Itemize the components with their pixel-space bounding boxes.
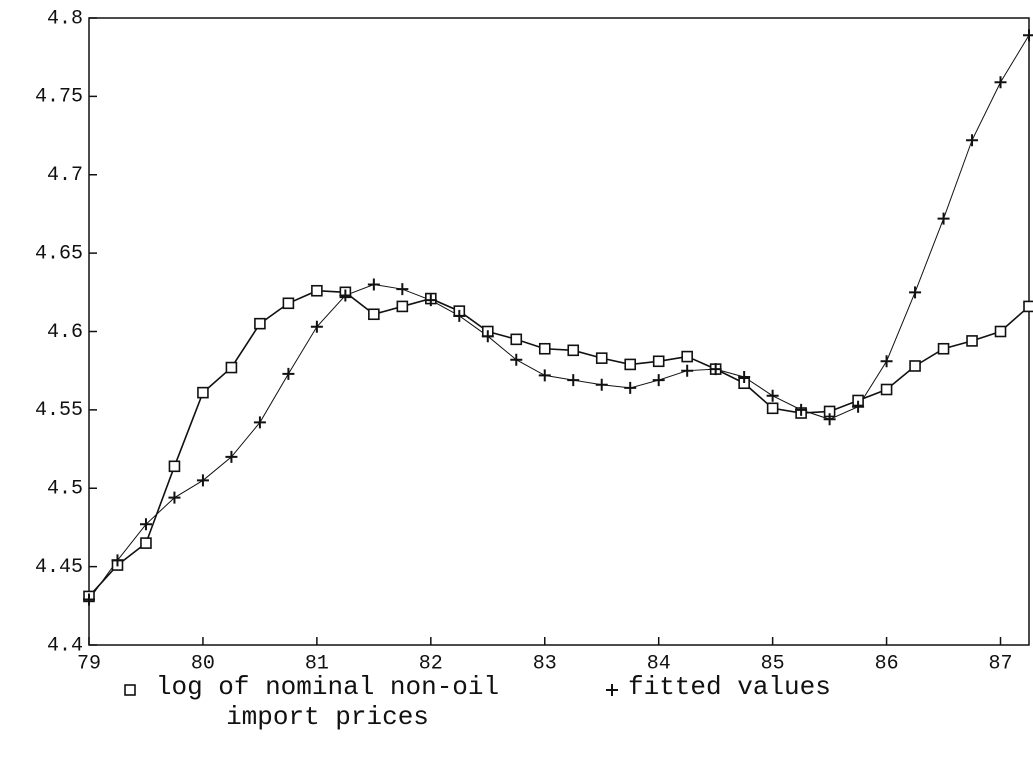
- y-tick-label: 4.55: [35, 399, 83, 422]
- data-point: [624, 358, 637, 371]
- x-tick-label: 87: [989, 652, 1013, 675]
- x-tick-label: 83: [533, 652, 557, 675]
- data-point: [595, 352, 608, 364]
- data-point: [538, 369, 551, 382]
- y-tick-label: 4.7: [47, 164, 83, 187]
- data-point: [937, 212, 950, 225]
- y-tick-label: 4.65: [35, 242, 83, 265]
- x-tick-label: 86: [875, 652, 899, 675]
- data-point: [738, 370, 751, 383]
- data-point: [1023, 29, 1033, 42]
- data-point: [83, 593, 95, 606]
- data-point: [225, 361, 238, 374]
- x-tick-label: 84: [647, 652, 671, 675]
- y-tick-label: 4.5: [47, 478, 83, 501]
- legend-marker: [606, 684, 618, 696]
- data-point: [253, 416, 266, 429]
- data-point: [168, 460, 181, 473]
- data-point: [766, 389, 779, 402]
- data-point: [994, 325, 1007, 338]
- legend-marker: [124, 684, 136, 696]
- data-point: [567, 374, 580, 387]
- data-point: [424, 294, 437, 307]
- data-point: [368, 308, 380, 321]
- y-tick-label: 4.75: [35, 86, 83, 109]
- data-point: [140, 537, 152, 549]
- x-tick-label: 82: [419, 652, 443, 675]
- data-point: [909, 360, 921, 372]
- plot-frame: [88, 17, 1030, 646]
- data-point: [909, 286, 922, 299]
- data-point: [937, 342, 950, 355]
- data-point: [453, 309, 466, 322]
- data-point: [196, 474, 209, 487]
- data-point: [852, 400, 865, 413]
- data-point: [880, 355, 893, 368]
- data-point: [681, 364, 694, 377]
- data-point: [595, 378, 608, 391]
- data-point: [538, 342, 551, 355]
- x-tick-label: 79: [77, 652, 101, 675]
- data-point: [709, 363, 722, 376]
- data-point: [994, 76, 1007, 89]
- data-point: [966, 335, 978, 347]
- data-point: [652, 374, 665, 387]
- y-tick-label: 4.8: [47, 7, 83, 30]
- data-point: [966, 134, 979, 147]
- data-point: [766, 402, 779, 415]
- series-line: [88, 289, 1030, 597]
- data-point: [282, 297, 295, 310]
- data-point: [1023, 300, 1033, 313]
- data-point: [225, 450, 238, 463]
- y-tick-label: 4.4: [47, 634, 83, 657]
- legend-label: fitted values: [628, 672, 831, 702]
- data-point: [168, 491, 181, 504]
- data-point: [310, 320, 323, 333]
- data-point: [681, 350, 693, 363]
- data-point: [795, 403, 808, 416]
- data-point: [510, 353, 523, 366]
- legend-entry: log of nominal non-oil import prices: [155, 672, 500, 732]
- data-point: [197, 386, 209, 399]
- data-point: [311, 284, 323, 297]
- data-point: [139, 518, 152, 531]
- y-tick-label: 4.45: [35, 556, 83, 579]
- data-point: [254, 317, 266, 330]
- data-point: [396, 283, 409, 296]
- data-point: [624, 381, 637, 394]
- data-point: [823, 413, 836, 426]
- x-tick-label: 80: [191, 652, 215, 675]
- data-point: [111, 554, 124, 567]
- series-line: [88, 34, 1030, 600]
- data-point: [567, 344, 580, 357]
- data-point: [510, 333, 523, 346]
- y-tick-label: 4.6: [47, 321, 83, 344]
- x-tick-label: 81: [305, 652, 329, 675]
- data-point: [339, 289, 352, 302]
- data-point: [880, 383, 893, 396]
- data-point: [282, 367, 295, 380]
- data-point: [652, 355, 665, 368]
- data-point: [367, 278, 380, 291]
- x-tick-label: 85: [761, 652, 785, 675]
- data-point: [396, 300, 409, 313]
- legend-label: log of nominal non-oil import prices: [155, 672, 500, 732]
- data-point: [481, 330, 494, 343]
- legend-entry: fitted values: [628, 672, 831, 702]
